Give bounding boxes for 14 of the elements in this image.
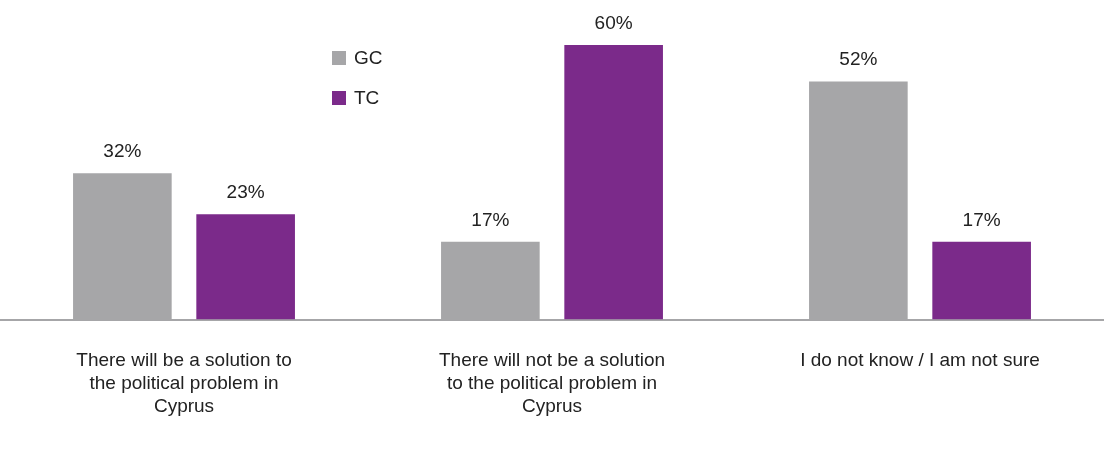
- data-label: 32%: [103, 139, 142, 161]
- data-label: 23%: [226, 181, 265, 203]
- x-tick-label: There will be a solution to the political problem in Cyprus: [76, 349, 292, 416]
- x-tick-label: I do not know / I am not sure: [800, 349, 1040, 371]
- legend-label: TC: [354, 87, 380, 109]
- bar: [564, 45, 663, 320]
- data-label: 17%: [471, 208, 510, 230]
- bar: [932, 241, 1031, 320]
- x-tick-label: There will not be a solution to the political problem in Cyprus: [438, 349, 666, 416]
- bar: [196, 214, 295, 320]
- data-label: 17%: [962, 208, 1001, 230]
- legend-label: GC: [354, 47, 383, 69]
- data-label: 52%: [839, 48, 878, 70]
- data-label: 60%: [594, 11, 633, 33]
